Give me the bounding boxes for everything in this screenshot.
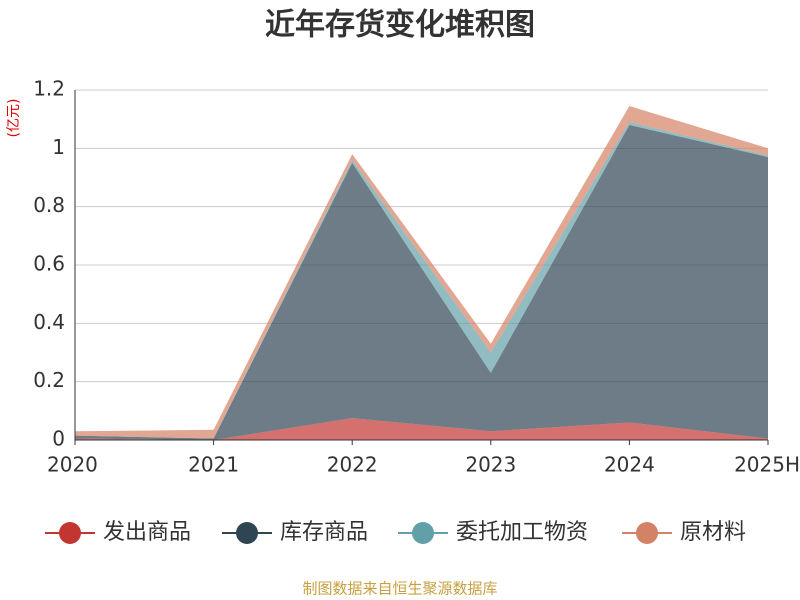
x-tick-label: 2025H [734,453,800,477]
y-tick-label: 0.4 [33,310,65,334]
y-tick-label: 1.2 [33,77,65,101]
y-tick-label: 0 [52,427,65,451]
y-tick-label: 0.6 [33,252,65,276]
y-tick-label: 0.8 [33,193,65,217]
x-tick-label: 2020 [47,453,98,477]
legend-label: 库存商品 [280,520,368,545]
y-tick-label: 1 [52,135,65,159]
x-tick-label: 2022 [327,453,378,477]
y-tick-label: 0.2 [33,368,65,392]
legend-label: 发出商品 [103,520,191,545]
area [75,125,768,440]
x-tick-label: 2024 [604,453,655,477]
y-axis-label: (亿元) [6,99,22,138]
source-note: 制图数据来自恒生聚源数据库 [302,580,497,598]
legend-marker [636,522,658,544]
x-tick-label: 2023 [465,453,516,477]
legend-label: 原材料 [680,520,746,545]
chart-title: 近年存货变化堆积图 [265,8,535,43]
legend-label: 委托加工物资 [456,520,588,545]
area [75,418,768,440]
legend-marker [236,522,258,544]
x-tick-label: 2021 [188,453,239,477]
legend-marker [412,522,434,544]
legend-marker [59,522,81,544]
